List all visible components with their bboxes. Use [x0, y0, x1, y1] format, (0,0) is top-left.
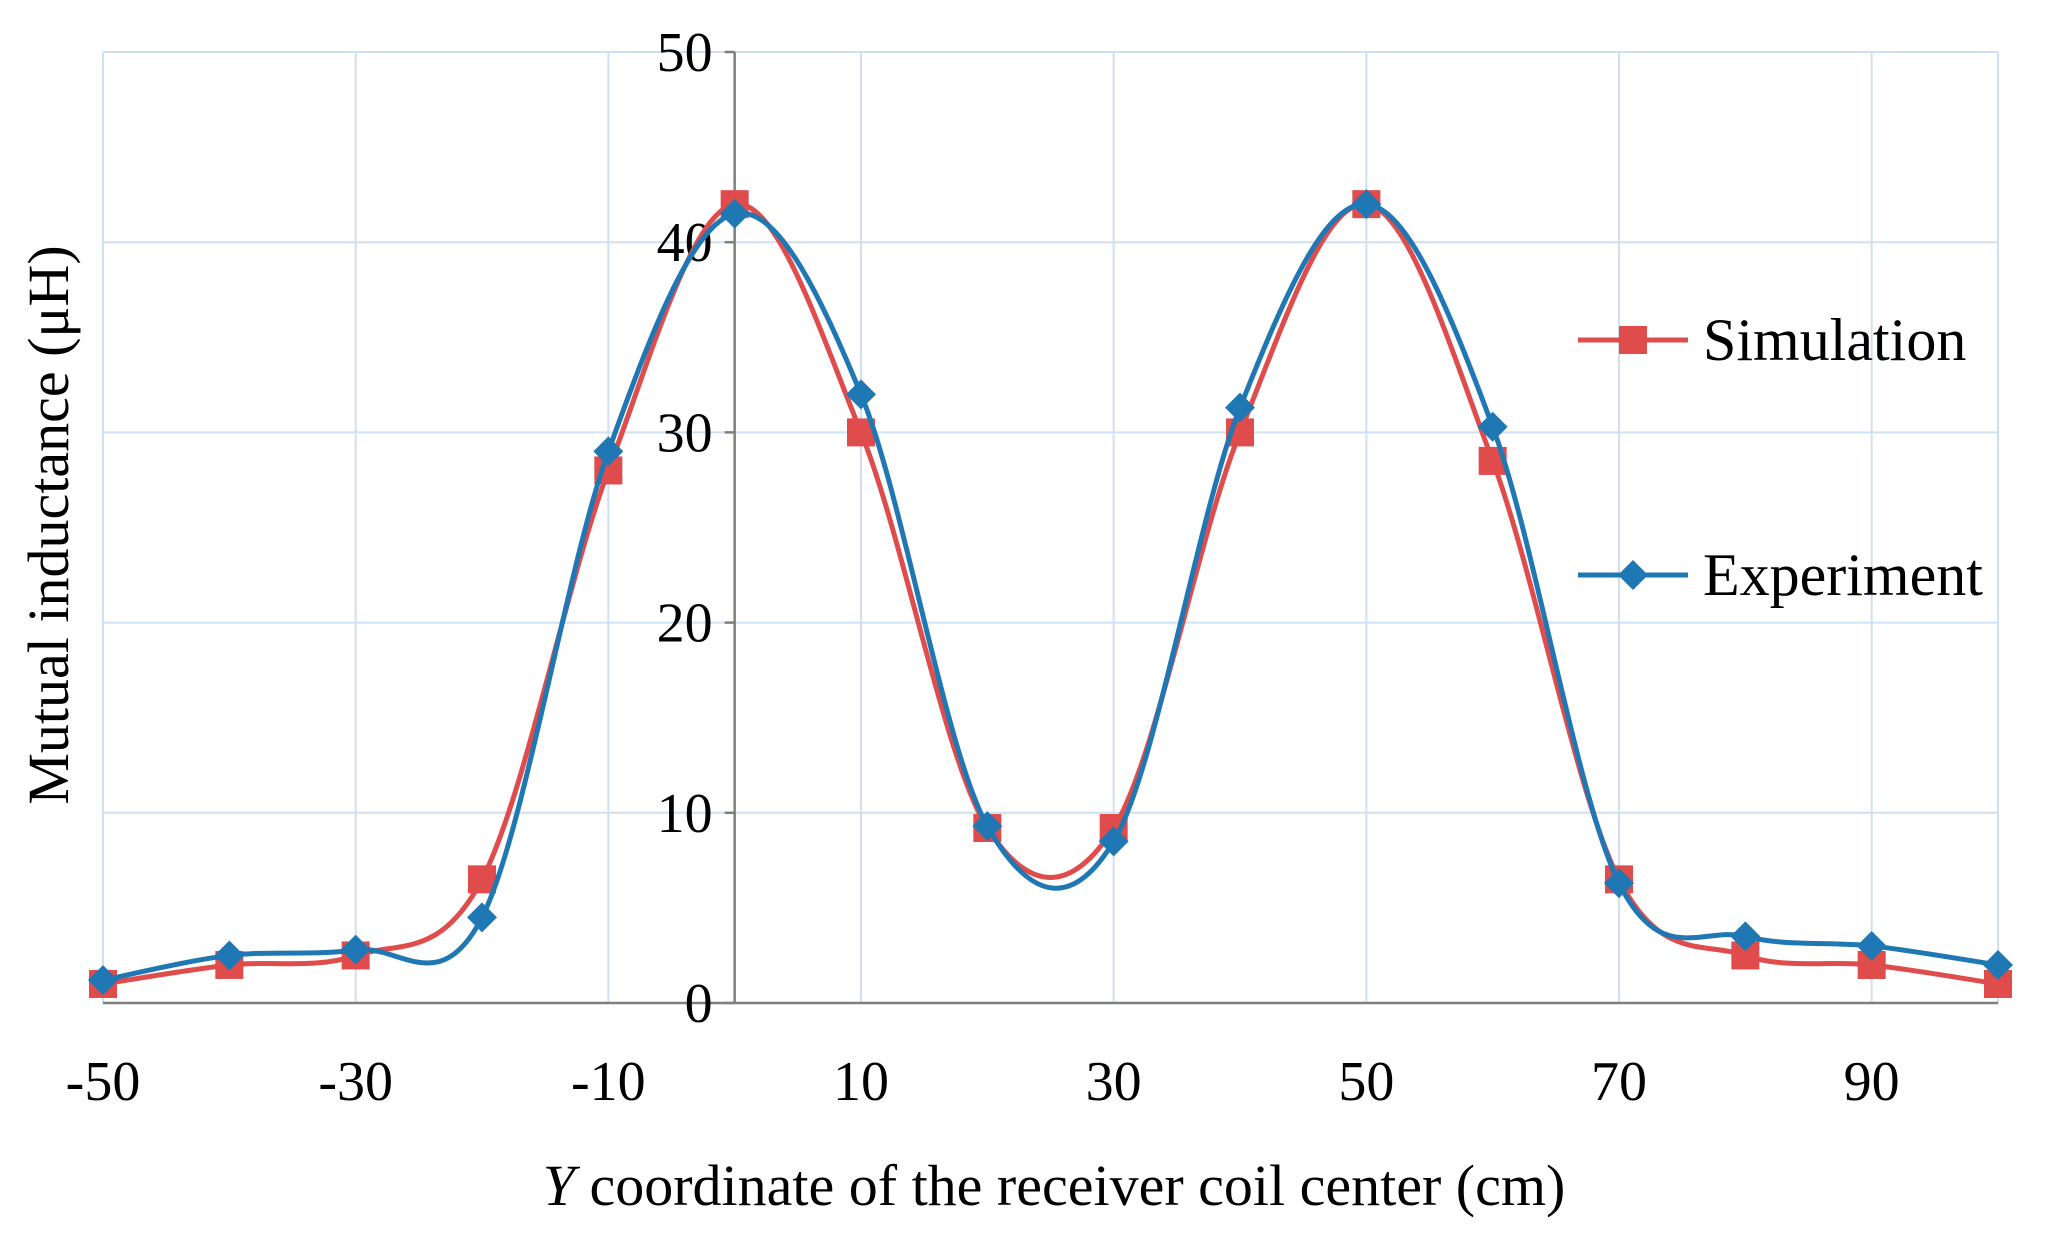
legend-swatch-marker [1619, 326, 1647, 354]
y-tick-label: 50 [657, 22, 713, 84]
grid [102, 51, 1999, 1003]
data-point-experiment [1730, 921, 1761, 952]
data-point-experiment [1351, 189, 1382, 220]
legend-swatch-marker [1618, 560, 1648, 590]
data-point-experiment [972, 811, 1003, 842]
data-point-experiment [88, 965, 118, 996]
data-point-experiment [340, 934, 371, 965]
data-point-experiment [467, 902, 497, 933]
data-point-experiment [1856, 930, 1887, 961]
data-point-experiment [1983, 949, 2013, 980]
series-layer [88, 189, 2013, 998]
legend: Simulation Experiment [1578, 307, 1983, 608]
x-tick-label: 30 [1086, 1051, 1142, 1113]
data-point-experiment [1604, 868, 1634, 899]
legend-item-experiment: Experiment [1578, 542, 1983, 608]
data-point-experiment [593, 436, 624, 467]
x-tick-label: 10 [833, 1051, 889, 1113]
legend-label: Simulation [1703, 307, 1966, 373]
x-tick-label: 50 [1338, 1051, 1394, 1113]
axes [103, 50, 1998, 1005]
x-axis-title: Y coordinate of the receiver coil center… [543, 1153, 1566, 1218]
x-axis-title-text: coordinate of the receiver coil center (… [575, 1153, 1565, 1218]
x-tick-label: -30 [318, 1051, 393, 1113]
y-tick-label: 30 [657, 402, 713, 464]
data-point-experiment [1477, 411, 1508, 442]
x-tick-label: -10 [571, 1051, 646, 1113]
x-tick-labels: -50 -30 -10 10 30 50 70 90 [66, 1051, 1900, 1113]
data-point-experiment [846, 379, 876, 410]
data-point-experiment [214, 940, 245, 971]
data-point-experiment [1225, 392, 1255, 423]
legend-item-simulation: Simulation [1578, 307, 1966, 373]
y-tick-label: 20 [657, 593, 713, 655]
x-tick-label: -50 [66, 1051, 141, 1113]
y-tick-label: 10 [657, 783, 713, 845]
series-experiment [88, 189, 2013, 996]
data-point-experiment [1098, 826, 1129, 857]
x-axis-title-variable: Y [543, 1153, 581, 1218]
y-tick-label: 0 [685, 973, 713, 1035]
legend-label: Experiment [1703, 542, 1983, 608]
y-axis-title: Mutual inductance (μH) [16, 245, 81, 804]
x-tick-label: 70 [1591, 1051, 1647, 1113]
x-tick-label: 90 [1844, 1051, 1900, 1113]
data-point-experiment [719, 198, 750, 229]
data-point-simulation [468, 865, 496, 894]
